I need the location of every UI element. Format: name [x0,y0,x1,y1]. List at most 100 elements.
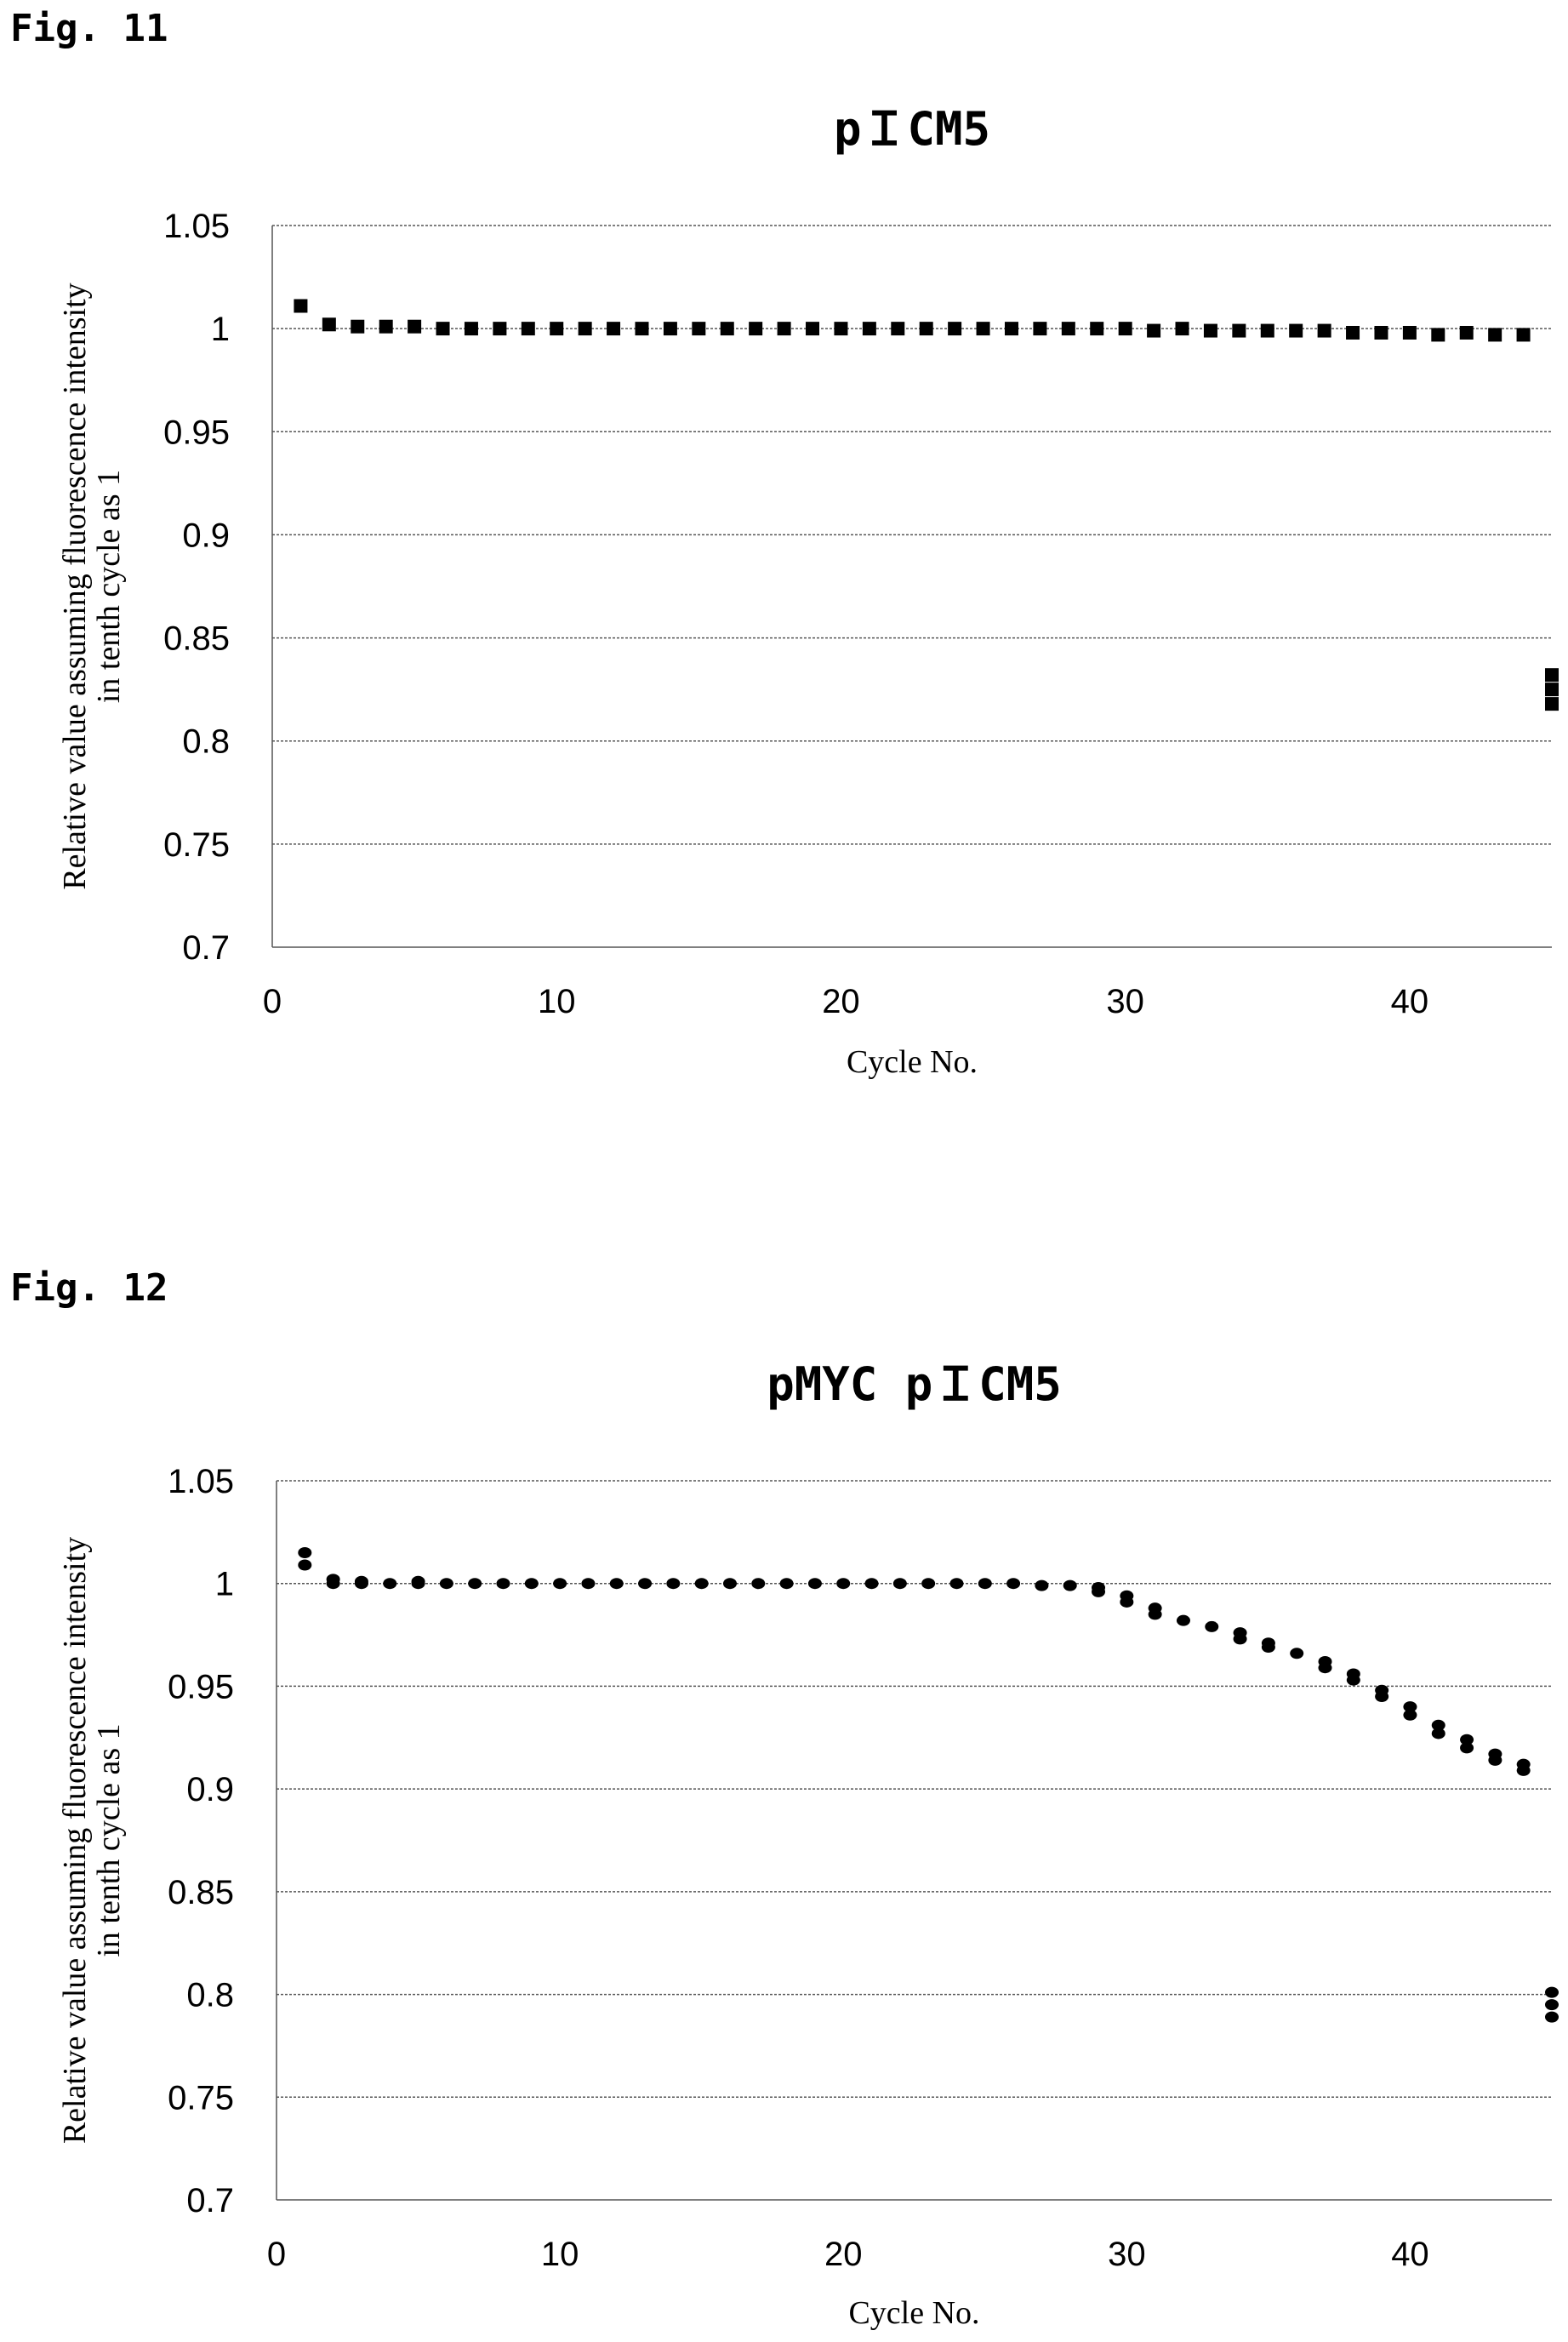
y-tick-label: 0.8 [182,723,230,761]
data-point [1545,683,1559,696]
y-axis-label-line: in tenth cycle as 1 [91,1723,127,1956]
chart-title: pMYC pＩCM5 [767,1357,1062,1411]
data-point [865,1578,879,1589]
data-point [1006,1578,1020,1589]
data-point [412,1578,425,1589]
data-point [1319,1662,1332,1673]
data-point [298,1559,311,1570]
data-point [891,322,904,335]
x-tick-label: 40 [1391,983,1429,1020]
x-tick-label: 0 [263,983,282,1020]
data-point [1488,328,1502,341]
data-point [1431,328,1445,341]
y-tick-label: 0.75 [163,826,230,864]
y-tick-label: 0.9 [182,517,230,554]
figure-11-label: Fig. 11 [10,7,168,50]
x-tick-label: 20 [824,2236,863,2273]
data-point [1177,1615,1190,1626]
data-point [1232,324,1246,338]
data-point [721,322,734,335]
data-point [1347,1675,1360,1686]
y-axis-label-line: Relative value assuming fluorescence int… [57,283,93,889]
x-tick-label: 40 [1391,2236,1429,2273]
y-tick-label: 0.75 [168,2079,234,2116]
y-tick-label: 1.05 [168,1463,234,1500]
data-point [834,322,847,335]
data-point [1062,322,1075,335]
data-point [921,1578,935,1589]
data-point [1545,697,1559,711]
data-point [525,1578,539,1589]
data-point [436,322,450,335]
data-point [1517,328,1531,341]
data-point [1035,1580,1048,1591]
data-point [778,322,791,335]
data-point [408,320,421,334]
data-point [749,322,762,335]
data-point [581,1578,595,1589]
data-point [1403,326,1417,340]
y-tick-label: 0.85 [168,1874,234,1911]
data-point [664,322,677,335]
data-point [351,320,364,334]
x-tick-label: 20 [822,983,860,1020]
data-point [355,1578,368,1589]
data-point [808,1578,822,1589]
y-tick-label: 0.8 [186,1977,234,2014]
data-point [751,1578,765,1589]
y-tick-label: 0.95 [163,414,230,451]
data-point [1119,322,1132,335]
data-point [977,322,990,335]
data-point [806,322,819,335]
data-point [322,317,336,331]
y-tick-label: 0.85 [163,620,230,658]
data-point [607,322,620,335]
y-axis-label-line: Relative value assuming fluorescence int… [57,1537,93,2144]
data-point [893,1578,907,1589]
data-point [1063,1580,1077,1591]
data-point [465,322,478,335]
data-point [920,322,933,335]
data-point [695,1578,709,1589]
y-tick-label: 0.9 [186,1771,234,1808]
y-axis-label: Relative value assuming fluorescence int… [57,1537,127,2144]
data-point [1033,322,1046,335]
data-point [1375,1691,1388,1702]
data-point [294,299,307,312]
data-point [978,1578,992,1589]
data-point [1147,324,1160,338]
data-point [1318,324,1331,338]
data-point [496,1578,510,1589]
x-tick-label: 30 [1106,983,1144,1020]
data-point [1092,1586,1105,1597]
data-point [836,1578,850,1589]
chart-fig-11: pＩCM50.70.750.80.850.90.9511.05010203040… [0,85,1568,1106]
data-point [1290,1648,1303,1659]
chart-title: pＩCM5 [834,102,990,156]
data-point [1374,326,1388,340]
data-point [327,1578,340,1589]
data-point [1090,322,1103,335]
data-point [1205,1621,1218,1632]
data-point [1005,322,1018,335]
data-point [1346,326,1360,340]
y-axis-label: Relative value assuming fluorescence int… [57,283,127,889]
data-point [1289,324,1303,338]
x-tick-label: 10 [538,983,576,1020]
data-point [1545,1987,1559,1998]
data-point [1545,668,1559,682]
y-axis-label-line: in tenth cycle as 1 [91,470,127,703]
x-axis-label: Cycle No. [848,2295,979,2331]
data-point [379,320,393,334]
x-tick-label: 10 [541,2236,579,2273]
data-point [1432,1728,1445,1739]
data-point [553,1578,567,1589]
x-tick-label: 0 [267,2236,286,2273]
data-point [1204,324,1217,338]
chart-fig-12: pMYC pＩCM50.70.750.80.850.90.9511.050102… [0,1345,1568,2342]
data-point [1545,1999,1559,2010]
data-point [692,322,705,335]
y-tick-label: 0.7 [182,929,230,967]
data-point [949,1578,963,1589]
data-point [493,322,506,335]
